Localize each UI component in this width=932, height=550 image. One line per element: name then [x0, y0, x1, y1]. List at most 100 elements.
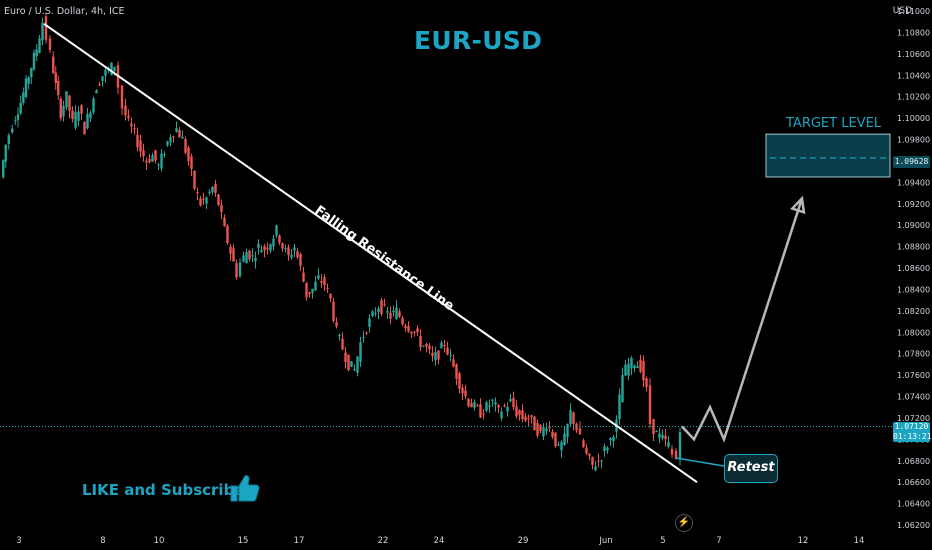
candle-body	[524, 416, 527, 421]
candle	[338, 333, 341, 341]
candle	[600, 459, 603, 469]
time-axis[interactable]: 3 8 10 15 17 22 24 29 Jun 5 7 12 14	[16, 536, 864, 546]
candle-body	[95, 90, 98, 94]
candle-body	[89, 112, 92, 119]
target-zone[interactable]	[765, 133, 891, 178]
candle-body	[80, 105, 83, 114]
candle	[503, 403, 506, 408]
price-axis[interactable]: 1.11000 1.10800 1.10600 1.10400 1.10200 1.100…	[897, 7, 930, 530]
candle-body	[238, 262, 242, 277]
candle-body	[110, 62, 113, 75]
candle	[314, 275, 317, 291]
candle-body	[419, 336, 422, 348]
candle	[32, 49, 36, 72]
candle-body	[257, 243, 260, 248]
falling-resistance-line[interactable]	[43, 23, 698, 483]
candle-body	[347, 354, 350, 371]
candle-body	[395, 307, 398, 319]
candle	[648, 378, 652, 429]
candle	[347, 354, 350, 372]
chart-title: EUR-USD	[414, 26, 543, 55]
candle	[57, 75, 60, 100]
candle	[398, 308, 401, 318]
candle	[184, 136, 187, 155]
candle	[585, 443, 588, 455]
candle-body	[302, 272, 305, 282]
candle-body	[217, 194, 220, 206]
time-tick: 24	[434, 536, 445, 546]
candle-body	[290, 254, 293, 258]
price-tick: 1.06400	[897, 500, 930, 509]
candle-body	[154, 150, 157, 161]
candle-body	[223, 217, 226, 227]
candle	[377, 306, 380, 320]
candle-body	[59, 98, 62, 119]
candle-body	[674, 450, 678, 460]
candle-body	[377, 308, 380, 313]
candle	[425, 342, 428, 353]
candle	[175, 121, 178, 133]
candle-body	[7, 135, 10, 144]
candle	[214, 179, 217, 197]
candle-body	[497, 405, 500, 408]
candle-body	[275, 225, 278, 236]
candle	[220, 199, 223, 220]
candle	[404, 323, 407, 332]
candle	[344, 347, 347, 369]
candle	[4, 144, 7, 169]
candle	[95, 89, 98, 94]
candle-body	[667, 441, 670, 447]
candle-body	[22, 92, 25, 103]
candle-body	[248, 250, 251, 260]
candle	[89, 110, 92, 122]
candle-body	[383, 304, 386, 306]
candle-body	[65, 91, 68, 108]
candle-body	[386, 311, 389, 313]
candle	[443, 339, 446, 353]
candle-body	[359, 342, 362, 362]
candle	[582, 438, 585, 448]
candle-body	[104, 69, 107, 76]
candle-body	[630, 357, 633, 369]
candle-body	[296, 251, 299, 258]
candle	[133, 123, 136, 135]
candle-body	[142, 150, 145, 157]
candle-body	[266, 247, 269, 250]
candle-body	[308, 292, 311, 295]
candle	[52, 51, 55, 74]
candle	[38, 34, 41, 54]
candle-body	[664, 435, 667, 440]
candle	[606, 446, 609, 454]
candle	[235, 259, 238, 280]
candle-body	[281, 243, 284, 249]
candle-body	[52, 56, 55, 73]
candle	[491, 398, 494, 407]
candle	[353, 364, 356, 372]
price-tick: 1.10200	[897, 93, 930, 102]
candle	[98, 81, 101, 87]
candle-body	[572, 412, 575, 424]
candle-body	[678, 432, 682, 460]
candle-body	[113, 66, 116, 71]
candle-body	[533, 416, 536, 431]
candle	[232, 244, 235, 262]
candle	[419, 329, 422, 352]
candle	[670, 444, 674, 459]
candles	[2, 13, 682, 472]
candle	[413, 331, 416, 337]
candle-body	[157, 164, 160, 166]
candle	[326, 283, 329, 294]
candle	[536, 419, 539, 439]
lightning-icon[interactable]: ⚡	[675, 514, 693, 532]
like-subscribe-text: LIKE and Subscribe	[82, 481, 245, 499]
candle	[473, 399, 476, 411]
bar-countdown: 01:13:21	[893, 432, 932, 441]
candle-body	[389, 312, 392, 319]
candle	[160, 148, 163, 172]
candle-body	[98, 84, 101, 86]
candle-body	[242, 255, 245, 262]
candle	[518, 409, 521, 421]
candle	[299, 252, 302, 272]
price-tick: 1.06600	[897, 478, 930, 487]
